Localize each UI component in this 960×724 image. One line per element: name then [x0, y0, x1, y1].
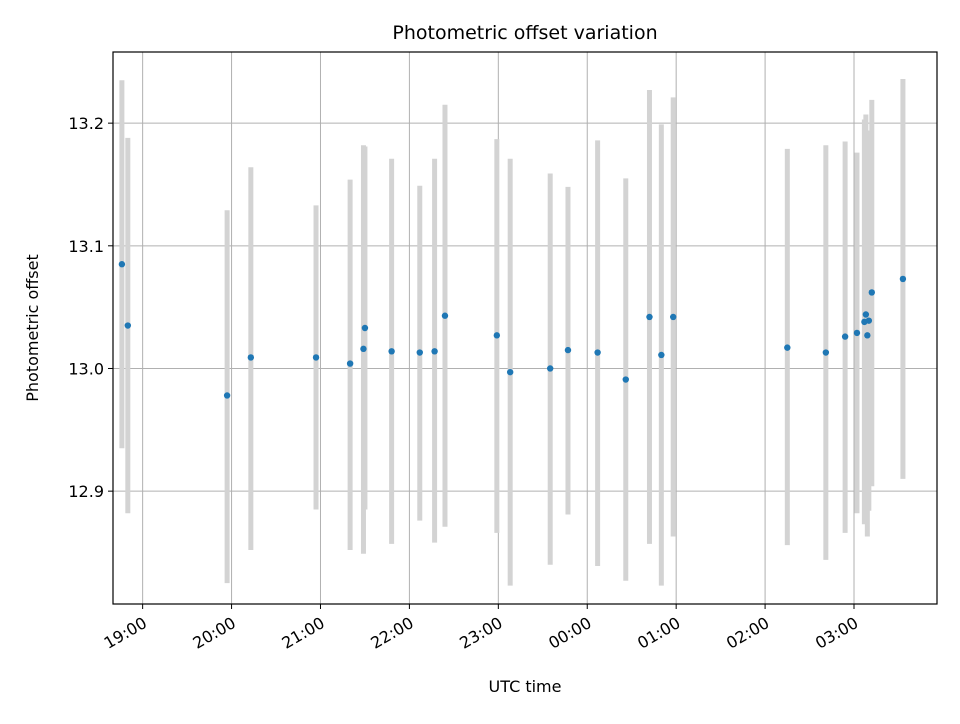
data-point: [864, 332, 871, 339]
data-point: [546, 365, 554, 372]
data-point: [416, 349, 423, 356]
data-point: [646, 313, 653, 321]
chart-title: Photometric offset variation: [392, 22, 657, 44]
data-point: [361, 324, 369, 332]
data-point: [594, 349, 601, 356]
data-point: [853, 329, 861, 337]
data-point: [441, 312, 449, 319]
data-point: [506, 368, 514, 376]
y-tick-label: 12.9: [68, 482, 104, 501]
data-point: [658, 351, 665, 359]
data-point: [899, 275, 907, 283]
data-points: [118, 261, 907, 399]
data-point: [493, 332, 501, 339]
plot-frame: [112, 51, 938, 605]
y-tick-label: 13.2: [68, 114, 104, 133]
data-point: [670, 313, 677, 321]
data-point: [118, 261, 126, 268]
data-point: [868, 289, 875, 296]
y-tick-label: 13.1: [68, 237, 104, 256]
x-axis-label: UTC time: [489, 677, 562, 696]
y-axis-ticks: 12.9 13.0 13.1 13.2: [68, 114, 113, 501]
y-axis-label: Photometric offset: [23, 254, 42, 402]
data-point: [312, 354, 320, 361]
data-point: [223, 392, 231, 399]
data-point: [431, 348, 438, 355]
data-point: [247, 354, 255, 361]
data-point: [865, 317, 873, 324]
data-point: [841, 333, 849, 340]
data-point: [784, 344, 791, 351]
data-point: [564, 346, 572, 354]
data-point: [862, 311, 870, 318]
data-point: [622, 376, 629, 383]
data-point: [124, 322, 132, 329]
y-tick-label: 13.0: [68, 359, 104, 378]
data-point: [346, 360, 354, 367]
data-point: [360, 345, 367, 353]
data-point: [822, 349, 830, 356]
data-point: [388, 348, 395, 355]
